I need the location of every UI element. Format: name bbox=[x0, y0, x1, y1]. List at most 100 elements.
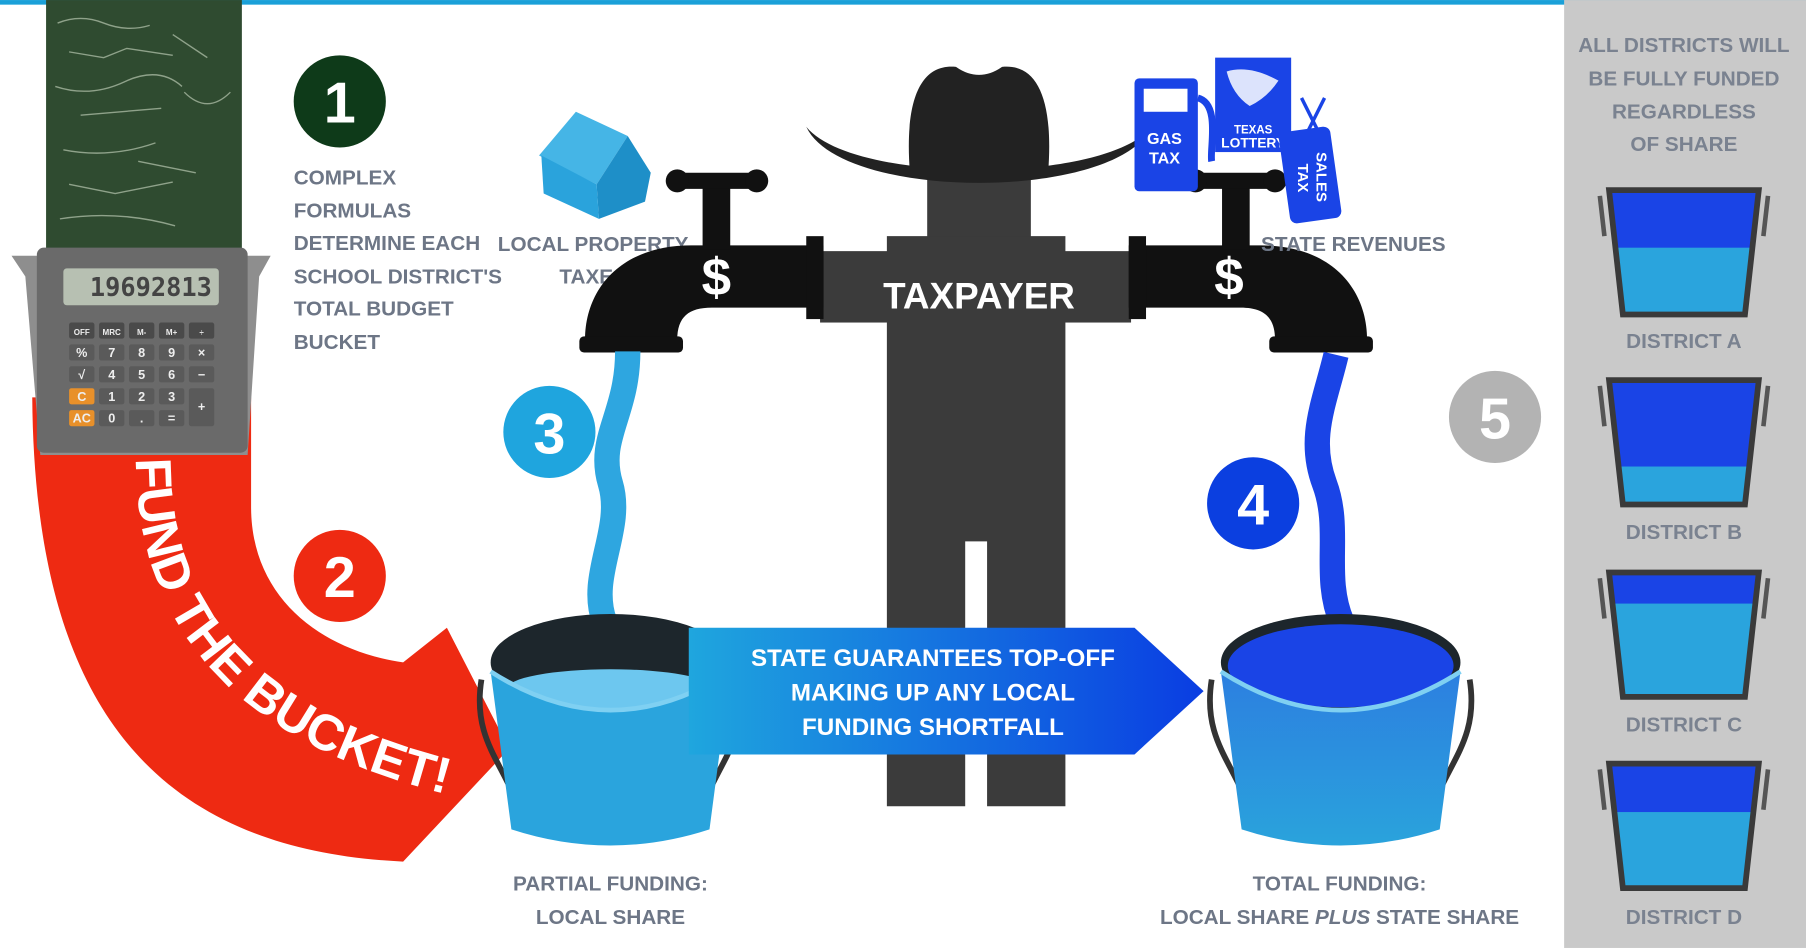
calculator-key bbox=[188, 366, 215, 383]
tag-string bbox=[1299, 97, 1327, 134]
lottery-map bbox=[1226, 69, 1279, 107]
bucket-fill bbox=[1609, 190, 1759, 315]
text-line: BUCKET bbox=[294, 331, 381, 354]
calculator-key bbox=[158, 410, 185, 427]
state-stream bbox=[1304, 351, 1369, 657]
district-label: DISTRICT C bbox=[1626, 713, 1742, 736]
bucket-rim bbox=[1219, 669, 1462, 713]
bucket-handle bbox=[1597, 769, 1771, 811]
calculator-key-label: MRC bbox=[103, 328, 122, 337]
bucket-outline bbox=[1605, 187, 1762, 318]
calculator-key bbox=[69, 388, 95, 405]
faucet-knob bbox=[665, 169, 689, 193]
calculator-key-label: AC bbox=[73, 412, 91, 426]
sidebar-heading: REGARDLESS bbox=[1612, 101, 1756, 124]
faucet-knob bbox=[1263, 169, 1287, 193]
calculator-key-label: 7 bbox=[108, 346, 115, 360]
faucet-spout bbox=[579, 336, 684, 353]
faucet-stem bbox=[702, 186, 731, 250]
calculator-key bbox=[188, 322, 215, 339]
bucket-outline bbox=[1605, 569, 1762, 700]
calculator-key bbox=[99, 322, 125, 339]
state-revenues-label: STATE REVENUES bbox=[1261, 233, 1446, 256]
calculator-key bbox=[158, 344, 185, 361]
calculator-key-label: √ bbox=[78, 368, 85, 382]
calculator-key bbox=[158, 366, 185, 383]
text-line: DETERMINE EACH bbox=[294, 232, 480, 255]
calculator-key-label: 1 bbox=[108, 390, 115, 404]
pump-window bbox=[1143, 88, 1188, 112]
calculator-key-label: C bbox=[77, 390, 86, 404]
district-bucket bbox=[1597, 569, 1771, 700]
calculator-key bbox=[99, 366, 125, 383]
calculator-key bbox=[158, 388, 185, 405]
calculator-key bbox=[158, 322, 185, 339]
faucet-flange bbox=[1128, 236, 1147, 320]
calculator-display bbox=[63, 268, 219, 306]
bucket-water bbox=[506, 669, 715, 709]
badge-2-number: 2 bbox=[324, 546, 356, 610]
calculator-key-label: 8 bbox=[138, 346, 145, 360]
calculator-display-text: 19692813 bbox=[90, 272, 212, 302]
calculator-key bbox=[129, 388, 155, 405]
calculator-key-label: 5 bbox=[138, 368, 145, 382]
guarantee-line: MAKING UP ANY LOCAL bbox=[791, 679, 1075, 706]
bucket-handle bbox=[1597, 577, 1771, 619]
calculator-key bbox=[129, 366, 155, 383]
faucet-pipe bbox=[585, 245, 824, 340]
gas-pump-icon bbox=[1134, 78, 1216, 192]
state-fill bbox=[1609, 572, 1759, 604]
bucket-outline bbox=[1605, 760, 1762, 891]
badge-3-number: 3 bbox=[533, 402, 565, 466]
calculator-key-label: 0 bbox=[108, 412, 115, 426]
badge-2 bbox=[293, 529, 386, 623]
state-fill bbox=[1609, 763, 1759, 813]
state-fill bbox=[1609, 190, 1759, 248]
text-part: LOCAL SHARE bbox=[1160, 906, 1315, 929]
badge-5-number: 5 bbox=[1479, 387, 1511, 451]
local-taxes-line: LOCAL PROPERTY bbox=[498, 233, 689, 256]
calculator-key bbox=[99, 410, 125, 427]
calculator-key-label: + bbox=[198, 400, 205, 414]
badge-4-number: 4 bbox=[1237, 474, 1269, 538]
district-bucket bbox=[1597, 760, 1771, 891]
calculator-key-label: 3 bbox=[168, 390, 175, 404]
calculator-key bbox=[188, 344, 215, 361]
house-side bbox=[596, 135, 651, 219]
fund-arrow bbox=[32, 397, 510, 862]
text-line: FORMULAS bbox=[294, 200, 412, 223]
calculator-key bbox=[69, 322, 95, 339]
bucket-handle bbox=[1597, 195, 1771, 237]
badge-4 bbox=[1207, 457, 1300, 550]
arms bbox=[820, 251, 1132, 323]
faucet-handle bbox=[673, 172, 761, 189]
text-part: STATE SHARE bbox=[1370, 906, 1519, 929]
badge-3 bbox=[503, 385, 596, 479]
top-rule bbox=[0, 0, 1806, 5]
calculator-key-label: M- bbox=[137, 328, 147, 337]
gas-label: GAS bbox=[1147, 130, 1182, 148]
text-part-italic: PLUS bbox=[1315, 906, 1370, 929]
state-fill bbox=[1609, 380, 1759, 467]
taxpayer-label: TAXPAYER bbox=[883, 276, 1075, 317]
district-bucket bbox=[1597, 187, 1771, 318]
bucket-outline bbox=[1605, 377, 1762, 508]
calculator-key-label: × bbox=[198, 346, 205, 360]
calculator-key bbox=[129, 322, 155, 339]
faucet-knob bbox=[745, 169, 769, 193]
district-label: DISTRICT B bbox=[1626, 521, 1742, 544]
sidebar-heading: ALL DISTRICTS WILL bbox=[1578, 34, 1790, 57]
calculator-key bbox=[99, 344, 125, 361]
guarantee-line: STATE GUARANTEES TOP-OFF bbox=[751, 645, 1115, 672]
house-icon bbox=[539, 111, 651, 219]
calculator-key-label: OFF bbox=[74, 328, 90, 337]
calculator-key-label: = bbox=[168, 412, 175, 426]
bucket-body bbox=[490, 671, 731, 846]
faucet-stem bbox=[1222, 186, 1250, 250]
bucket-fill bbox=[1609, 763, 1759, 889]
text-line: SCHOOL DISTRICT'S bbox=[294, 265, 502, 288]
calculator-key-label: 2 bbox=[138, 390, 145, 404]
total-label: LOCAL SHARE PLUS STATE SHARE bbox=[1160, 906, 1519, 929]
badge-1 bbox=[293, 55, 386, 148]
